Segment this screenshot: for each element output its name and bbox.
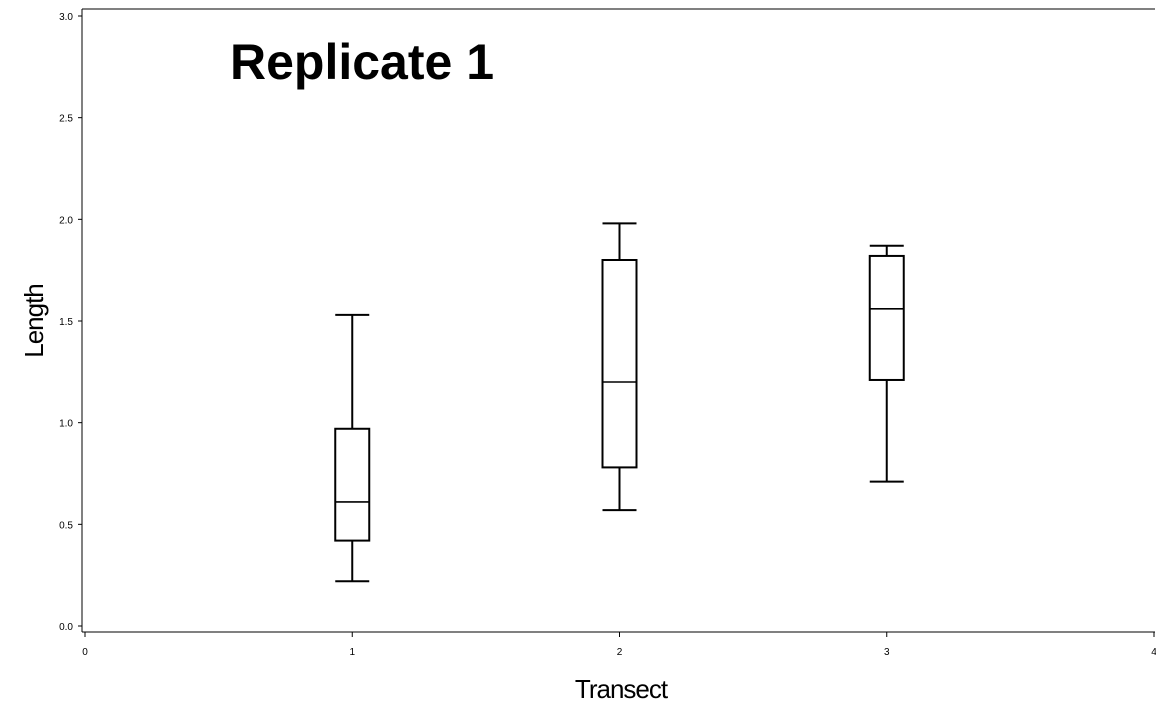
x-tick-label: 0: [82, 647, 88, 658]
x-tick-label: 1: [349, 647, 355, 658]
y-tick-label: 0.5: [59, 520, 73, 531]
x-tick-label: 4: [1151, 647, 1156, 658]
y-tick-label: 1.5: [59, 317, 73, 328]
y-tick-label: 3.0: [59, 12, 73, 23]
y-tick-label: 2.5: [59, 114, 73, 125]
y-tick-label: 1.0: [59, 419, 73, 430]
box-iqr: [868, 254, 905, 381]
y-tick-label: 2.0: [59, 215, 73, 226]
y-axis-title: Length: [19, 284, 49, 358]
x-tick-label: 3: [884, 647, 890, 658]
y-tick-label: 0.0: [59, 622, 73, 633]
box-iqr: [601, 259, 638, 469]
box-iqr: [334, 427, 371, 542]
plot-area: 0.0 0.5 1.0 1.5 2.0 2.5 3.0 0 1 2 3 4: [59, 8, 1156, 658]
x-tick-label: 2: [617, 647, 623, 658]
x-axis-title: Transect: [575, 674, 669, 704]
chart-title: Replicate 1: [230, 34, 494, 90]
